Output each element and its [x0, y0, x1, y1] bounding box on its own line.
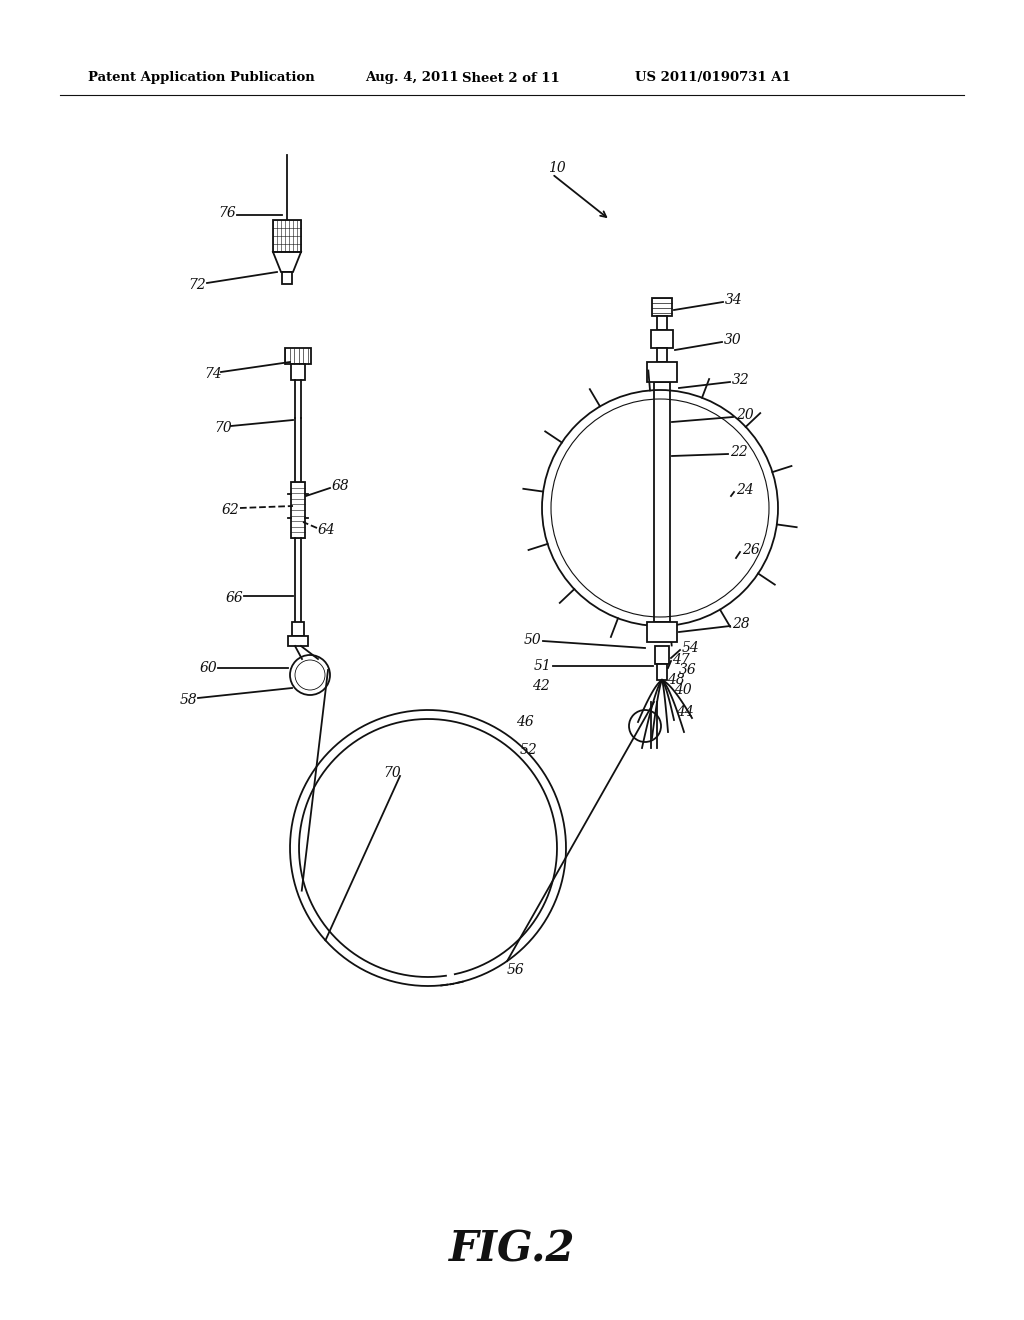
- Bar: [273, 220, 301, 252]
- Text: 42: 42: [532, 678, 550, 693]
- Text: 30: 30: [724, 333, 741, 347]
- Text: Aug. 4, 2011: Aug. 4, 2011: [365, 71, 459, 84]
- Bar: [657, 348, 667, 362]
- Text: 72: 72: [188, 279, 206, 292]
- Text: 70: 70: [383, 766, 400, 780]
- Polygon shape: [273, 252, 301, 272]
- Text: 10: 10: [548, 161, 565, 176]
- Text: 62: 62: [222, 503, 240, 517]
- Text: 36: 36: [679, 663, 696, 677]
- Text: 26: 26: [742, 543, 760, 557]
- Text: 28: 28: [732, 616, 750, 631]
- Text: 64: 64: [318, 523, 336, 537]
- Bar: [647, 362, 677, 381]
- Text: US 2011/0190731 A1: US 2011/0190731 A1: [635, 71, 791, 84]
- Bar: [291, 482, 305, 539]
- Text: 24: 24: [736, 483, 754, 498]
- Text: FIG.2: FIG.2: [449, 1229, 575, 1271]
- Text: 32: 32: [732, 374, 750, 387]
- Bar: [651, 330, 673, 348]
- Text: 74: 74: [204, 367, 222, 381]
- Text: 68: 68: [332, 479, 350, 492]
- Text: 48: 48: [667, 673, 685, 686]
- Bar: [647, 622, 677, 642]
- Text: Sheet 2 of 11: Sheet 2 of 11: [462, 71, 560, 84]
- Text: 54: 54: [682, 642, 699, 655]
- Text: 76: 76: [218, 206, 236, 220]
- Bar: [285, 348, 311, 364]
- Bar: [655, 645, 669, 664]
- Text: 34: 34: [725, 293, 742, 308]
- Bar: [657, 315, 667, 330]
- Text: 20: 20: [736, 408, 754, 422]
- Bar: [657, 664, 667, 680]
- Text: 50: 50: [524, 634, 542, 647]
- Text: 44: 44: [676, 705, 693, 719]
- Bar: [288, 636, 308, 645]
- Text: 47: 47: [672, 653, 690, 667]
- Text: 46: 46: [516, 715, 534, 729]
- Text: Patent Application Publication: Patent Application Publication: [88, 71, 314, 84]
- Bar: [292, 622, 304, 636]
- Bar: [291, 364, 305, 380]
- Text: 58: 58: [180, 693, 198, 708]
- Bar: [654, 381, 670, 622]
- Text: 51: 51: [534, 659, 552, 673]
- Bar: [652, 298, 672, 315]
- Text: 66: 66: [226, 591, 244, 605]
- Bar: [282, 272, 292, 284]
- Text: 52: 52: [520, 743, 538, 756]
- Text: 40: 40: [674, 682, 692, 697]
- Text: 56: 56: [507, 964, 524, 977]
- Text: 60: 60: [200, 661, 218, 675]
- Text: 70: 70: [214, 421, 231, 436]
- Text: 22: 22: [730, 445, 748, 459]
